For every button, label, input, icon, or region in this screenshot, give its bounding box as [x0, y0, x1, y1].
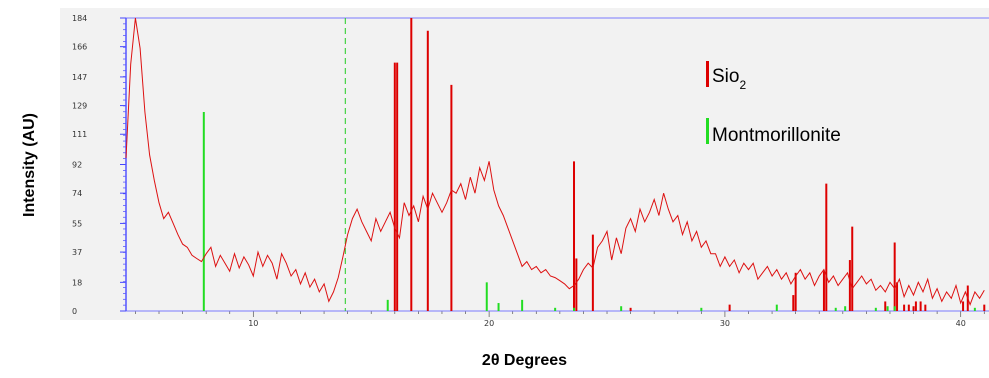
- y-tick-label: 147: [72, 73, 87, 82]
- legend-swatch-montmorillonite: [706, 118, 709, 144]
- plot-background: [60, 8, 989, 320]
- legend: Sio2 Montmorillonite: [706, 61, 841, 146]
- y-tick-label: 18: [72, 278, 82, 287]
- y-axis-title: Intensity (AU): [0, 0, 60, 330]
- x-axis-title: 2θ Degrees: [481, 352, 568, 369]
- y-tick-label: 111: [72, 130, 87, 139]
- x-tick-label: 20: [484, 319, 494, 328]
- legend-label-montmorillonite: Montmorillonite: [712, 125, 841, 146]
- reference-peak-series: [202, 18, 986, 311]
- xrd-chart: 0 18 37 55 74 92 111 129 147 166 184 10 20 30 40 Sio2…: [60, 8, 989, 328]
- y-tick-label: 129: [72, 102, 87, 111]
- legend-item-montmorillonite: Montmorillonite: [706, 118, 841, 146]
- x-tick-label: 30: [720, 319, 730, 328]
- legend-item-sio2: Sio2: [706, 61, 746, 92]
- y-tick-label: 55: [72, 219, 82, 228]
- y-tick-label: 37: [72, 248, 82, 257]
- x-tick-label: 10: [248, 319, 258, 328]
- x-tick-label: 40: [956, 319, 966, 328]
- legend-swatch-sio2: [706, 61, 709, 87]
- y-axis-title-text: Intensity (AU): [21, 113, 38, 217]
- y-tick-label: 92: [72, 161, 82, 170]
- legend-label-sio2: Sio2: [712, 66, 746, 92]
- diffraction-pattern-line: [125, 17, 985, 307]
- y-tick-label: 74: [72, 189, 82, 198]
- y-tick-label: 184: [72, 14, 87, 23]
- y-tick-label: 166: [72, 43, 87, 52]
- y-tick-label: 0: [72, 307, 77, 316]
